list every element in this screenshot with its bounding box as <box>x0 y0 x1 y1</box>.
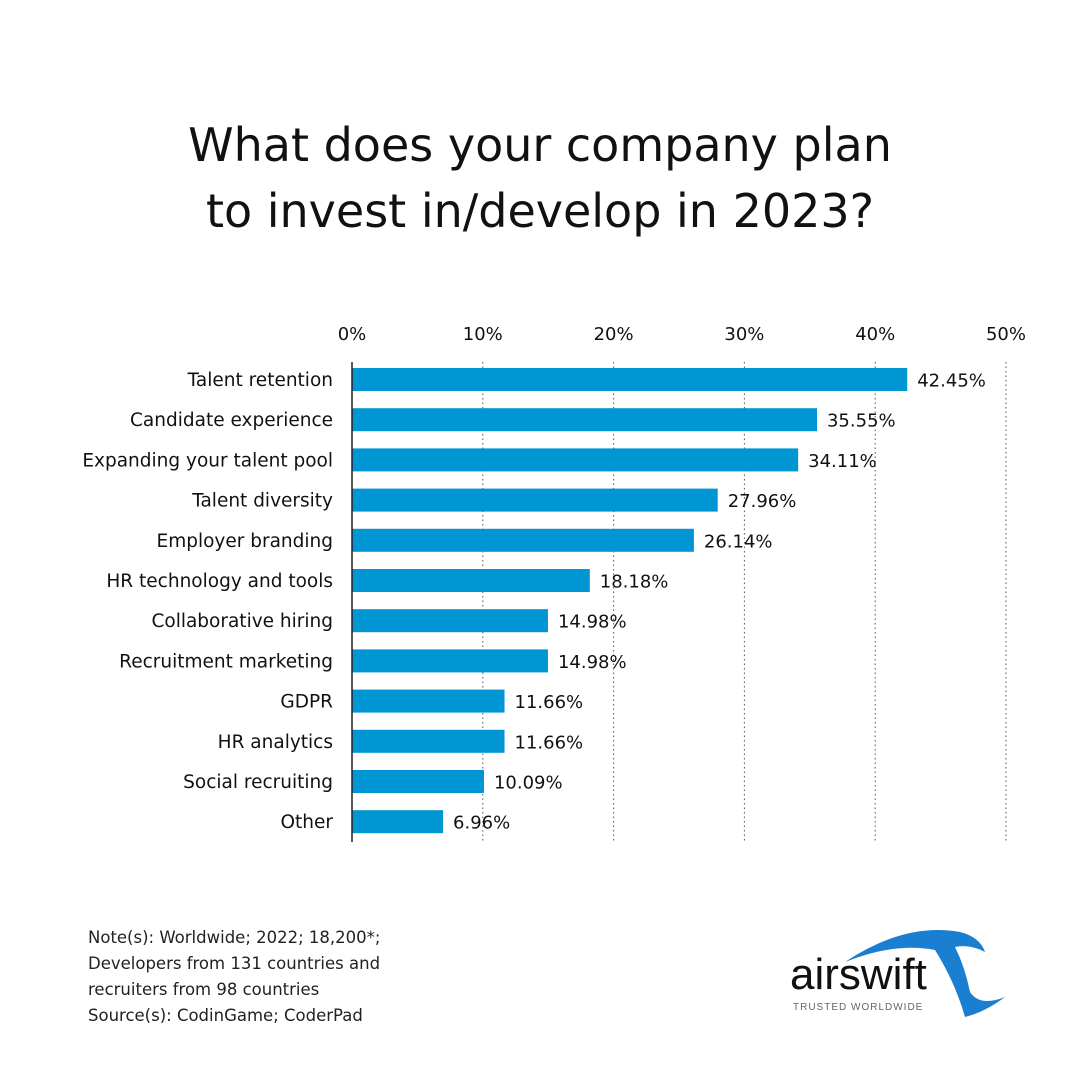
bar <box>352 770 484 793</box>
category-label: Talent diversity <box>191 491 333 512</box>
data-label: 18.18% <box>600 572 669 593</box>
bar <box>352 810 444 834</box>
category-label: Candidate experience <box>130 410 333 431</box>
category-label: Collaborative hiring <box>151 611 333 632</box>
bar <box>352 368 908 391</box>
bar <box>352 528 694 552</box>
x-tick-label: 20% <box>594 324 634 345</box>
category-label: Social recruiting <box>183 772 333 793</box>
data-label: 14.98% <box>558 652 627 673</box>
data-label: 26.14% <box>704 531 773 552</box>
bar <box>352 689 505 713</box>
data-label: 35.55% <box>827 411 896 432</box>
note-line: Note(s): Worldwide; 2022; 18,200*; <box>88 928 381 947</box>
logo-wordmark: airswift <box>790 950 927 999</box>
category-label: Talent retention <box>187 370 333 391</box>
category-label: Other <box>280 812 333 833</box>
data-label: 10.09% <box>494 773 563 794</box>
logo-tagline: TRUSTED WORLDWIDE <box>793 1002 923 1013</box>
category-label: Recruitment marketing <box>119 651 333 672</box>
data-label: 11.66% <box>515 692 584 713</box>
bar <box>352 569 590 592</box>
notes: Note(s): Worldwide; 2022; 18,200*; Devel… <box>88 925 380 1029</box>
x-tick-label: 50% <box>986 324 1026 345</box>
bar <box>352 729 505 753</box>
x-tick-label: 0% <box>338 324 367 345</box>
data-label: 14.98% <box>558 612 627 633</box>
category-label: HR technology and tools <box>106 571 333 592</box>
note-line: Developers from 131 countries and <box>88 954 381 973</box>
category-label: HR analytics <box>218 732 333 753</box>
chart-title-line: to invest in/develop in 2023? <box>205 184 875 238</box>
bar-chart: 0% 10% 20% 30% 40% 50% Talent retention 42.45% C… <box>82 324 1026 842</box>
bar <box>352 408 817 432</box>
bar <box>352 649 548 673</box>
note-line: Source(s): CodinGame; CoderPad <box>88 1006 363 1025</box>
swift-bird-icon <box>845 930 1005 1017</box>
data-label: 42.45% <box>917 371 986 392</box>
bar <box>352 488 718 512</box>
bar <box>352 448 799 472</box>
bar <box>352 609 548 633</box>
data-label: 11.66% <box>515 732 584 753</box>
note-line: recruiters from 98 countries <box>88 980 320 999</box>
x-tick-label: 40% <box>855 324 895 345</box>
data-label: 6.96% <box>453 813 510 834</box>
data-label: 34.11% <box>808 451 877 472</box>
chart-title-line: What does your company plan <box>188 118 892 172</box>
airswift-logo: airswift TRUSTED WORLDWIDE <box>790 930 1005 1017</box>
category-label: Expanding your talent pool <box>82 450 333 471</box>
category-label: GDPR <box>280 692 333 713</box>
category-label: Employer branding <box>157 531 334 552</box>
data-label: 27.96% <box>728 491 797 512</box>
chart-title: What does your company plan to invest in… <box>0 112 1080 244</box>
x-tick-label: 30% <box>724 324 764 345</box>
x-tick-label: 10% <box>463 324 503 345</box>
